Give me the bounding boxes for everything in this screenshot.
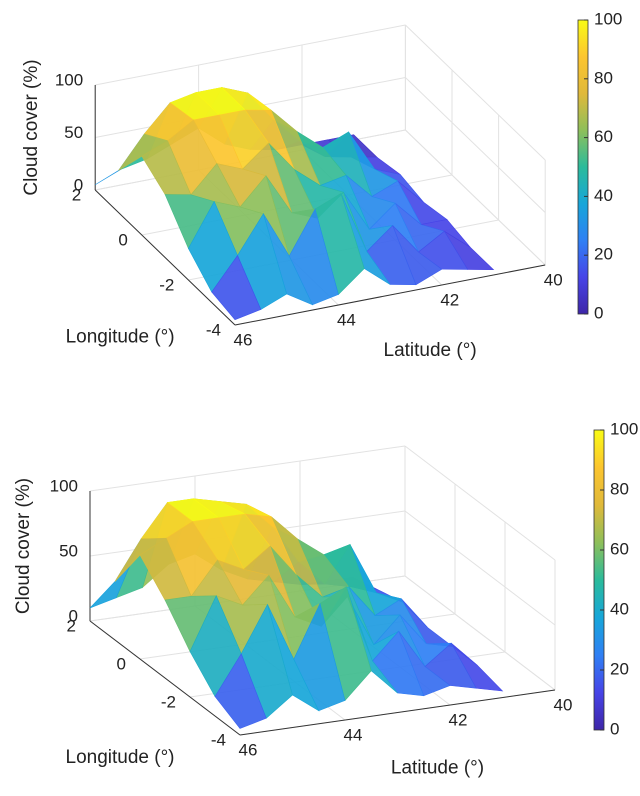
z-tick-label: 100 [50, 476, 78, 495]
grid-line [404, 575, 556, 691]
z-tick-label: 50 [64, 123, 83, 142]
colorbar-tick-label: 40 [610, 599, 629, 618]
x-axis-label: Latitude (°) [384, 340, 477, 361]
z-axis-label: Cloud cover (%) [13, 478, 34, 614]
y-tick-label: 2 [72, 185, 81, 204]
z-tick-label: 100 [55, 70, 83, 89]
colorbar [593, 429, 605, 731]
x-tick-label: 44 [337, 310, 356, 329]
z-tick-label: 50 [59, 541, 78, 560]
axis-line [89, 620, 241, 736]
colorbar-tick-label: 0 [610, 719, 619, 738]
x-axis-label: Latitude (°) [391, 758, 484, 779]
x-tick-label: 42 [440, 290, 459, 309]
colorbar-tick-label: 100 [610, 419, 638, 438]
y-tick-label: -4 [211, 730, 226, 749]
colorbar [577, 19, 589, 315]
colorbar-tick-label: 20 [594, 245, 613, 264]
colorbar-tick-label: 80 [610, 479, 629, 498]
colorbar-tick-label: 40 [594, 186, 613, 205]
colorbar-tick-label: 0 [594, 303, 603, 322]
y-tick-label: 0 [117, 654, 126, 673]
z-axis-label: Cloud cover (%) [21, 59, 42, 195]
z-tick-label: 0 [69, 606, 78, 625]
colorbar-tick-label: 20 [610, 659, 629, 678]
grid-line [404, 510, 556, 626]
grid-line [405, 77, 546, 213]
colorbar-tick-label: 80 [594, 68, 613, 87]
grid-line [404, 445, 556, 561]
surface [95, 86, 495, 321]
grid-line [95, 24, 406, 86]
y-tick-label: -2 [159, 275, 174, 294]
colorbar-tick-label: 60 [610, 539, 629, 558]
colorbar-tick-label: 60 [594, 127, 613, 146]
axis-line [239, 689, 556, 736]
grid-line [405, 24, 546, 161]
x-tick-label: 46 [234, 330, 253, 349]
surface [89, 498, 504, 729]
surface-patch [214, 653, 267, 729]
y-tick-label: 0 [118, 230, 127, 249]
y-axis-label: Longitude (°) [66, 747, 175, 768]
x-tick-label: 44 [344, 725, 363, 744]
y-tick-label: -4 [206, 320, 221, 339]
y-tick-label: -2 [161, 692, 176, 711]
axis-line [234, 264, 546, 326]
y-axis-label: Longitude (°) [66, 327, 175, 348]
surface-patch [211, 254, 262, 321]
x-tick-label: 40 [544, 270, 563, 289]
z-tick-label: 0 [74, 175, 83, 194]
grid-line [89, 445, 406, 492]
y-tick-label: 2 [67, 616, 76, 635]
x-tick-label: 40 [554, 695, 573, 714]
x-tick-label: 46 [239, 740, 258, 759]
colorbar-tick-label: 100 [594, 9, 622, 28]
x-tick-label: 42 [449, 710, 468, 729]
grid-line [405, 129, 546, 266]
axis-line [94, 189, 236, 326]
